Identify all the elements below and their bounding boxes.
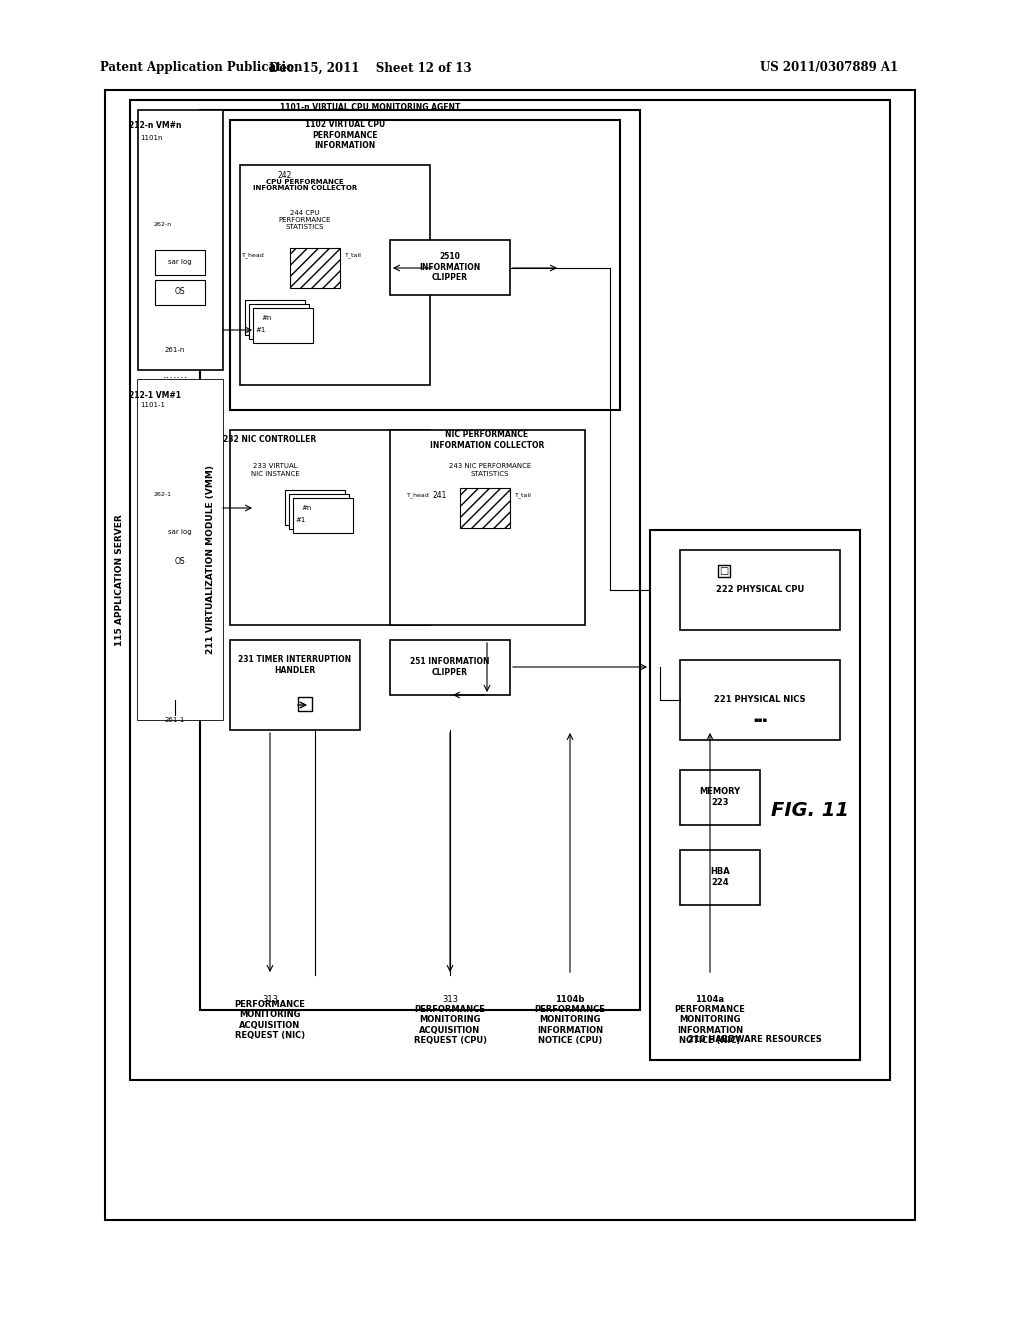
Text: 222 PHYSICAL CPU: 222 PHYSICAL CPU bbox=[716, 586, 804, 594]
Circle shape bbox=[185, 480, 201, 496]
Text: sar log: sar log bbox=[168, 529, 191, 535]
Bar bbox=[680, 550, 840, 630]
Text: #n: #n bbox=[302, 506, 312, 511]
Bar bbox=[230, 120, 620, 411]
Bar bbox=[680, 770, 760, 825]
Text: T_head: T_head bbox=[408, 492, 430, 498]
Bar bbox=[253, 308, 313, 343]
Text: □: □ bbox=[720, 566, 729, 576]
Text: #n: #n bbox=[262, 315, 272, 321]
Text: OS: OS bbox=[175, 288, 185, 297]
Text: 231 TIMER INTERRUPTION
HANDLER: 231 TIMER INTERRUPTION HANDLER bbox=[239, 655, 351, 675]
Bar bbox=[650, 531, 860, 1060]
Bar bbox=[155, 520, 205, 545]
Bar bbox=[289, 494, 349, 529]
Text: PERFORMANCE
MONITORING
ACQUISITION
REQUEST (CPU): PERFORMANCE MONITORING ACQUISITION REQUE… bbox=[414, 1005, 486, 1045]
Text: Dec. 15, 2011    Sheet 12 of 13: Dec. 15, 2011 Sheet 12 of 13 bbox=[268, 62, 471, 74]
Bar bbox=[680, 660, 840, 741]
Text: US 2011/0307889 A1: US 2011/0307889 A1 bbox=[760, 62, 898, 74]
Text: #1: #1 bbox=[295, 517, 305, 523]
Bar bbox=[138, 380, 223, 719]
Text: 261-n: 261-n bbox=[165, 347, 185, 352]
Text: 262-n: 262-n bbox=[154, 223, 172, 227]
Text: 251 INFORMATION
CLIPPER: 251 INFORMATION CLIPPER bbox=[411, 657, 489, 677]
Text: #1: #1 bbox=[255, 327, 265, 333]
Bar bbox=[285, 490, 345, 525]
Text: 262-1: 262-1 bbox=[154, 492, 172, 498]
Text: NIC PERFORMANCE
INFORMATION COLLECTOR: NIC PERFORMANCE INFORMATION COLLECTOR bbox=[430, 430, 544, 450]
Text: 115 APPLICATION SERVER: 115 APPLICATION SERVER bbox=[116, 513, 125, 645]
Bar bbox=[230, 640, 360, 730]
Bar bbox=[390, 640, 510, 696]
Bar bbox=[249, 304, 309, 339]
Text: 242: 242 bbox=[278, 170, 292, 180]
Circle shape bbox=[169, 209, 183, 222]
Bar bbox=[718, 565, 730, 577]
Text: 313: 313 bbox=[262, 995, 278, 1005]
Text: 1104a
PERFORMANCE
MONITORING
INFORMATION
NOTICE (NIC): 1104a PERFORMANCE MONITORING INFORMATION… bbox=[675, 995, 745, 1045]
Text: PERFORMANCE
MONITORING
ACQUISITION
REQUEST (NIC): PERFORMANCE MONITORING ACQUISITION REQUE… bbox=[234, 1001, 305, 1040]
Circle shape bbox=[156, 203, 170, 216]
Bar bbox=[155, 249, 205, 275]
Bar bbox=[155, 550, 205, 576]
Text: 221 PHYSICAL NICS: 221 PHYSICAL NICS bbox=[715, 696, 806, 705]
Bar bbox=[230, 430, 430, 624]
Text: T_tail: T_tail bbox=[515, 492, 531, 498]
Bar bbox=[130, 100, 890, 1080]
Text: 1101-n VIRTUAL CPU MONITORING AGENT: 1101-n VIRTUAL CPU MONITORING AGENT bbox=[280, 103, 460, 112]
Text: 210 HARDWARE RESOURCES: 210 HARDWARE RESOURCES bbox=[688, 1035, 822, 1044]
Bar bbox=[290, 248, 340, 288]
Text: MEMORY
223: MEMORY 223 bbox=[699, 787, 740, 807]
Text: 1101n: 1101n bbox=[140, 135, 163, 141]
Text: 2510
INFORMATION
CLIPPER: 2510 INFORMATION CLIPPER bbox=[420, 252, 480, 282]
Bar bbox=[390, 430, 585, 624]
Circle shape bbox=[182, 213, 196, 227]
Text: 232 NIC CONTROLLER: 232 NIC CONTROLLER bbox=[223, 436, 316, 445]
Bar bbox=[240, 165, 430, 385]
Bar bbox=[680, 850, 760, 906]
Text: 233 VIRTUAL
NIC INSTANCE: 233 VIRTUAL NIC INSTANCE bbox=[251, 463, 299, 477]
Text: T_head: T_head bbox=[243, 252, 265, 257]
Bar bbox=[155, 280, 205, 305]
Bar bbox=[298, 697, 312, 711]
Text: FIG. 11: FIG. 11 bbox=[771, 800, 849, 820]
Text: 1102 VIRTUAL CPU
PERFORMANCE
INFORMATION: 1102 VIRTUAL CPU PERFORMANCE INFORMATION bbox=[305, 120, 385, 150]
Text: 244 CPU
PERFORMANCE
STATISTICS: 244 CPU PERFORMANCE STATISTICS bbox=[279, 210, 331, 230]
Text: 313: 313 bbox=[442, 995, 458, 1005]
Bar bbox=[200, 110, 640, 1010]
Text: 243 NIC PERFORMANCE
STATISTICS: 243 NIC PERFORMANCE STATISTICS bbox=[449, 463, 531, 477]
Text: HBA
224: HBA 224 bbox=[710, 867, 730, 887]
Text: sar log: sar log bbox=[168, 259, 191, 265]
Text: T_tail: T_tail bbox=[345, 252, 361, 257]
Bar bbox=[293, 498, 353, 533]
Text: CPU PERFORMANCE
INFORMATION COLLECTOR: CPU PERFORMANCE INFORMATION COLLECTOR bbox=[253, 178, 357, 191]
Text: Patent Application Publication: Patent Application Publication bbox=[100, 62, 302, 74]
Circle shape bbox=[170, 475, 186, 491]
Text: 261-1: 261-1 bbox=[165, 717, 185, 723]
Bar bbox=[105, 90, 915, 1220]
Text: 1104b
PERFORMANCE
MONITORING
INFORMATION
NOTICE (CPU): 1104b PERFORMANCE MONITORING INFORMATION… bbox=[535, 995, 605, 1045]
Text: 212-n VM#n: 212-n VM#n bbox=[129, 120, 181, 129]
Text: .......: ....... bbox=[163, 370, 187, 380]
Text: 212-1 VM#1: 212-1 VM#1 bbox=[129, 391, 181, 400]
Bar bbox=[390, 240, 510, 294]
Bar bbox=[138, 110, 223, 370]
Text: OS: OS bbox=[175, 557, 185, 566]
Bar bbox=[460, 488, 510, 528]
Text: 211 VIRTUALIZATION MODULE (VMM): 211 VIRTUALIZATION MODULE (VMM) bbox=[206, 466, 214, 655]
Bar bbox=[245, 300, 305, 335]
Bar bbox=[138, 380, 223, 719]
Text: 1101-1: 1101-1 bbox=[140, 403, 165, 408]
Circle shape bbox=[155, 470, 171, 486]
Text: 241: 241 bbox=[433, 491, 447, 499]
Text: ▪▪▪: ▪▪▪ bbox=[753, 717, 767, 723]
